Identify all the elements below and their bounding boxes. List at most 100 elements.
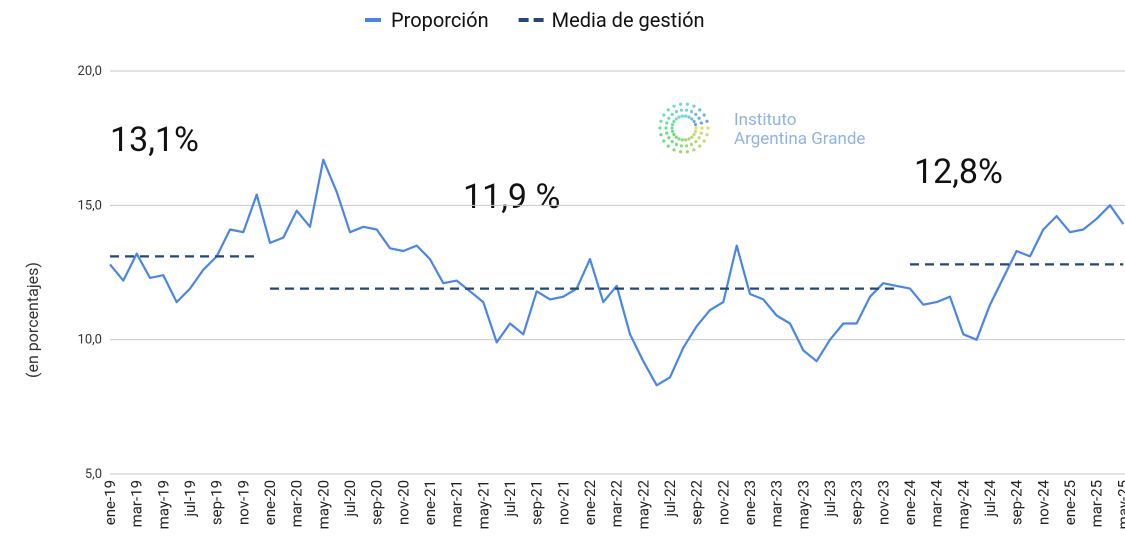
x-tick-label: nov-23 [874, 480, 892, 525]
logo-dot [705, 133, 709, 137]
logo-dot [672, 119, 676, 124]
logo-dot [666, 108, 670, 112]
logo-dot [694, 126, 698, 130]
logo-dot [689, 110, 694, 114]
x-tick-label: nov-22 [714, 480, 732, 525]
x-tick-label: ene-25 [1061, 480, 1079, 525]
logo-dot [684, 144, 689, 148]
x-tick-label: mar-19 [128, 480, 146, 527]
logo-dot [693, 123, 698, 127]
logo-dot [674, 135, 678, 139]
x-tick-label: sep-23 [848, 480, 866, 525]
logo-dot [674, 117, 678, 121]
logo-dot [699, 121, 703, 125]
x-tick-label: mar-22 [608, 480, 626, 527]
x-tick-label: jul-20 [341, 480, 359, 518]
x-tick-label: mar-23 [768, 480, 786, 527]
logo-dot [702, 113, 706, 117]
x-tick-label: mar-20 [288, 480, 306, 527]
logo-dot [693, 129, 698, 133]
x-tick-label: ene-22 [581, 480, 599, 525]
logo-dot [662, 113, 666, 117]
logo-dot [672, 132, 676, 137]
logo-dot [674, 142, 679, 146]
x-tick-label: may-24 [954, 479, 972, 529]
logo-icon [658, 102, 710, 154]
logo-dot [699, 131, 703, 135]
logo-dot [666, 144, 670, 148]
logo-dot [680, 138, 684, 142]
x-tick-label: may-21 [474, 480, 492, 529]
logo-dot [685, 150, 690, 154]
x-tick-label: nov-20 [394, 480, 412, 525]
logo-dot [697, 116, 701, 120]
logo-dot [670, 112, 674, 116]
logo-dot [659, 133, 663, 137]
logo-dot [684, 108, 689, 112]
logo-dot [665, 131, 669, 135]
x-tick-label: nov-21 [554, 480, 572, 525]
y-tick-label: 15,0 [78, 198, 102, 213]
logo-dot [690, 117, 694, 121]
logo-dot [692, 104, 696, 108]
logo-dot [662, 139, 666, 143]
logo-dot [705, 119, 709, 123]
logo-dot [680, 114, 684, 118]
x-tick-label: ene-24 [901, 479, 919, 525]
logo-dot [687, 115, 691, 119]
legend-label: Media de gestión [552, 8, 705, 32]
y-tick-label: 10,0 [78, 333, 102, 348]
annotation: 13,1% [110, 120, 199, 160]
logo-dot [678, 150, 683, 154]
x-tick-label: ene-20 [261, 480, 279, 525]
x-tick-label: mar-24 [928, 479, 946, 527]
logo-dot [684, 138, 688, 142]
x-tick-label: may-25 [1114, 480, 1125, 529]
logo-dot [698, 108, 702, 112]
x-tick-label: jul-22 [661, 480, 679, 518]
x-tick-label: mar-25 [1088, 480, 1106, 527]
x-tick-label: sep-24 [1008, 479, 1026, 525]
logo-dot [689, 142, 694, 146]
logo-dot [679, 108, 684, 112]
x-tick-label: ene-23 [741, 480, 759, 525]
logo-dot [659, 119, 663, 123]
x-tick-label: jul-24 [981, 479, 999, 517]
x-tick-label: sep-19 [208, 480, 226, 525]
data-line [109, 158, 1125, 387]
logo-text: Instituto [734, 110, 797, 130]
x-tick-label: nov-24 [1034, 479, 1052, 525]
legend-label: Proporción [391, 8, 489, 32]
x-tick-label: sep-21 [528, 480, 546, 525]
logo-dot [692, 119, 696, 124]
x-tick-label: nov-19 [234, 480, 252, 525]
logo-dot [692, 148, 696, 152]
x-tick-label: jul-21 [501, 480, 519, 518]
logo-dot [658, 126, 662, 130]
logo-dot [706, 126, 710, 130]
y-tick-label: 5,0 [85, 467, 102, 482]
logo-dot [687, 137, 691, 141]
logo-dot [670, 129, 675, 133]
x-tick-label: jul-19 [181, 480, 199, 518]
logo-dot [694, 112, 698, 116]
annotation: 12,8% [914, 152, 1003, 192]
logo-dot [664, 126, 668, 130]
x-tick-label: may-19 [154, 480, 172, 529]
logo-dot [667, 116, 671, 120]
logo-dot [692, 132, 696, 137]
y-tick-label: 20,0 [78, 64, 102, 79]
x-tick-label: may-22 [634, 480, 652, 529]
x-tick-label: sep-22 [688, 480, 706, 525]
x-tick-label: ene-21 [421, 480, 439, 525]
logo-dot [670, 126, 674, 130]
x-tick-label: sep-20 [368, 480, 386, 525]
logo-dot [667, 136, 671, 140]
logo-dot [672, 104, 676, 108]
x-tick-label: mar-21 [448, 480, 466, 527]
x-tick-label: may-20 [314, 480, 332, 529]
y-axis-label: (en porcentajes) [23, 262, 42, 378]
logo-dot [670, 140, 674, 144]
logo-dot [674, 110, 679, 114]
logo-dot [700, 126, 704, 130]
